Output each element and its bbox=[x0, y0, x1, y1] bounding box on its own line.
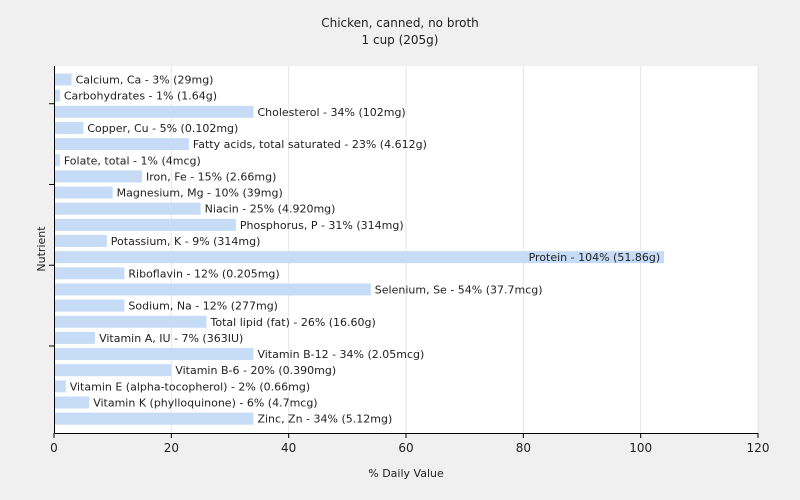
bar-label: Iron, Fe - 15% (2.66mg) bbox=[146, 170, 276, 183]
axes-group bbox=[49, 66, 759, 438]
x-tick-label: 100 bbox=[629, 441, 652, 455]
bar-label: Potassium, K - 9% (314mg) bbox=[111, 235, 261, 248]
x-tick-label: 60 bbox=[398, 441, 413, 455]
x-tick-label: 40 bbox=[281, 441, 296, 455]
bar bbox=[54, 348, 254, 361]
bar-label: Sodium, Na - 12% (277mg) bbox=[128, 300, 278, 313]
bar bbox=[54, 105, 254, 118]
bar bbox=[54, 412, 254, 425]
bar bbox=[54, 121, 84, 134]
bar-label: Zinc, Zn - 34% (5.12mg) bbox=[257, 413, 392, 426]
gridlines bbox=[170, 66, 759, 433]
bar bbox=[54, 154, 60, 167]
bar-label: Protein - 104% (51.86g) bbox=[529, 251, 661, 264]
bar bbox=[54, 251, 665, 264]
bar-label: Fatty acids, total saturated - 23% (4.61… bbox=[193, 138, 427, 151]
bar bbox=[54, 380, 66, 393]
bar bbox=[54, 364, 172, 377]
bar bbox=[54, 89, 60, 102]
bar-label: Carbohydrates - 1% (1.64g) bbox=[64, 90, 217, 103]
x-tick-labels: 0 20 40 60 80 100 120 bbox=[50, 441, 769, 455]
bar-label: Folate, total - 1% (4mcg) bbox=[64, 154, 201, 167]
bar bbox=[54, 170, 142, 183]
bar-label: Calcium, Ca - 3% (29mg) bbox=[76, 74, 214, 87]
bar-label: Vitamin B-6 - 20% (0.390mg) bbox=[175, 364, 336, 377]
x-tick-label: 0 bbox=[50, 441, 58, 455]
bar-label: Cholesterol - 34% (102mg) bbox=[257, 106, 405, 119]
bar-label: Total lipid (fat) - 26% (16.60g) bbox=[210, 316, 376, 329]
bar-label: Selenium, Se - 54% (37.7mcg) bbox=[375, 283, 543, 296]
bar bbox=[54, 331, 96, 344]
x-tick-label: 120 bbox=[747, 441, 770, 455]
chart-title: Chicken, canned, no broth bbox=[321, 16, 479, 30]
bar bbox=[54, 396, 90, 409]
bar-label: Vitamin B-12 - 34% (2.05mcg) bbox=[257, 348, 424, 361]
bar-label: Copper, Cu - 5% (0.102mg) bbox=[87, 122, 238, 135]
bar bbox=[54, 283, 371, 296]
bar-label: Riboflavin - 12% (0.205mg) bbox=[128, 267, 279, 280]
bar bbox=[54, 186, 113, 199]
bar-label: Vitamin A, IU - 7% (363IU) bbox=[99, 332, 243, 345]
bar-label: Vitamin E (alpha-tocopherol) - 2% (0.66m… bbox=[70, 380, 310, 393]
bar bbox=[54, 235, 107, 247]
bar bbox=[54, 138, 189, 151]
chart-subtitle: 1 cup (205g) bbox=[362, 33, 439, 47]
bar-label: Niacin - 25% (4.920mg) bbox=[205, 203, 336, 216]
bar bbox=[54, 267, 125, 280]
bar-label: Vitamin K (phylloquinone) - 6% (4.7mcg) bbox=[93, 397, 317, 410]
bar bbox=[54, 299, 125, 312]
bar-label: Magnesium, Mg - 10% (39mg) bbox=[117, 187, 283, 200]
bar bbox=[54, 218, 236, 231]
bars-group: Calcium, Ca - 3% (29mg) Carbohydrates - 1… bbox=[54, 73, 665, 426]
bar-label: Phosphorus, P - 31% (314mg) bbox=[240, 219, 404, 232]
x-axis-label: % Daily Value bbox=[368, 467, 444, 480]
bar bbox=[54, 202, 201, 215]
bar bbox=[54, 73, 72, 86]
y-axis-label: Nutrient bbox=[35, 226, 48, 272]
x-tick-label: 20 bbox=[164, 441, 179, 455]
bar bbox=[54, 315, 207, 328]
x-tick-label: 80 bbox=[516, 441, 531, 455]
